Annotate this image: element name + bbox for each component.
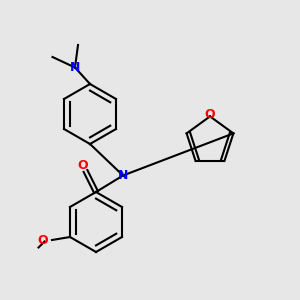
Text: N: N xyxy=(118,169,128,182)
Text: O: O xyxy=(38,233,48,247)
Text: N: N xyxy=(70,61,80,74)
Text: O: O xyxy=(77,159,88,172)
Text: O: O xyxy=(205,107,215,121)
